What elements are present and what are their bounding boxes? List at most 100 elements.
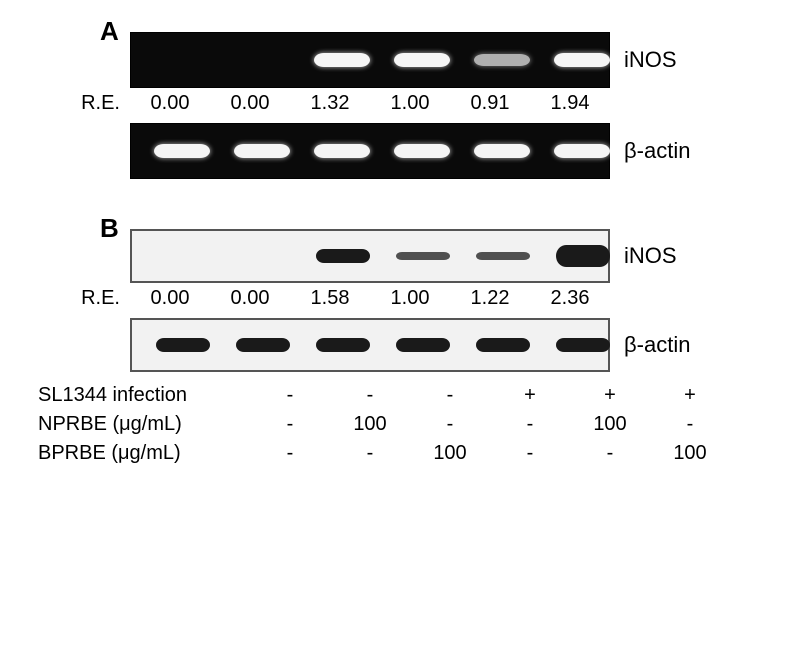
lane [471, 124, 533, 178]
panel-a-re-row: R.E. 0.000.001.321.000.911.94 [60, 92, 757, 115]
panel-b-actin-blot [130, 318, 610, 372]
condition-row: NPRBE (μg/mL)-100--100- [30, 413, 757, 436]
condition-cell: - [490, 413, 570, 436]
condition-cell: + [490, 384, 570, 407]
lane [552, 320, 614, 370]
condition-cell: - [250, 413, 330, 436]
lane [151, 33, 213, 87]
condition-cell: - [250, 442, 330, 465]
lane [392, 231, 454, 281]
blot-band [396, 338, 450, 352]
condition-label: NPRBE (μg/mL) [30, 413, 250, 436]
condition-cell: - [490, 442, 570, 465]
condition-cell: - [570, 442, 650, 465]
panel-a-inos-row: iNOS [30, 32, 757, 88]
panel-a-actin-row: β-actin [30, 123, 757, 179]
lane [472, 320, 534, 370]
condition-label: BPRBE (μg/mL) [30, 442, 250, 465]
lane [392, 320, 454, 370]
gel-band [154, 144, 210, 158]
panel-b: B iNOS R.E. 0.000.001.581.001.222.36 β-a… [30, 217, 757, 372]
re-value: 0.00 [130, 92, 210, 115]
panel-b-re-row: R.E. 0.000.001.581.001.222.36 [60, 287, 757, 310]
re-value: 0.00 [210, 92, 290, 115]
blot-band [556, 338, 610, 352]
condition-cell: 100 [650, 442, 730, 465]
gel-band [314, 53, 370, 67]
lane [551, 33, 613, 87]
condition-cell: 100 [570, 413, 650, 436]
condition-cell: 100 [330, 413, 410, 436]
re-value: 0.00 [130, 287, 210, 310]
condition-cell: + [570, 384, 650, 407]
lane [152, 320, 214, 370]
gel-band [234, 144, 290, 158]
conditions-table: SL1344 infection---+++NPRBE (μg/mL)-100-… [30, 384, 757, 465]
re-value: 0.00 [210, 287, 290, 310]
condition-cell: - [330, 442, 410, 465]
gel-band [474, 54, 530, 66]
lane [472, 231, 534, 281]
re-value: 1.00 [370, 287, 450, 310]
condition-label: SL1344 infection [30, 384, 250, 407]
condition-cell: - [410, 413, 490, 436]
lane [312, 231, 374, 281]
re-value: 1.22 [450, 287, 530, 310]
blot-band [316, 338, 370, 352]
panel-b-re-values: 0.000.001.581.001.222.36 [130, 287, 610, 310]
panel-b-inos-label: iNOS [624, 243, 677, 269]
gel-band [474, 144, 530, 158]
panel-a-inos-label: iNOS [624, 47, 677, 73]
condition-cell: + [650, 384, 730, 407]
panel-a: A iNOS R.E. 0.000.001.321.000.911.94 β-a… [30, 20, 757, 179]
panel-a-inos-gel [130, 32, 610, 88]
condition-cell: - [250, 384, 330, 407]
lane [312, 320, 374, 370]
panel-b-inos-blot [130, 229, 610, 283]
panel-b-re-label: R.E. [60, 287, 130, 310]
lane [232, 320, 294, 370]
blot-band [476, 252, 530, 260]
re-value: 1.00 [370, 92, 450, 115]
lane [152, 231, 214, 281]
lane [311, 124, 373, 178]
panel-b-actin-row: β-actin [30, 318, 757, 372]
condition-cell: 100 [410, 442, 490, 465]
lane [231, 124, 293, 178]
blot-band [236, 338, 290, 352]
re-value: 2.36 [530, 287, 610, 310]
gel-band [314, 144, 370, 158]
lane [391, 124, 453, 178]
panel-a-re-values: 0.000.001.321.000.911.94 [130, 92, 610, 115]
blot-band [556, 245, 610, 267]
lane [151, 124, 213, 178]
lane [311, 33, 373, 87]
re-value: 1.94 [530, 92, 610, 115]
panel-b-inos-row: iNOS [30, 229, 757, 283]
panel-a-label: A [100, 16, 119, 47]
panel-b-actin-label: β-actin [624, 332, 690, 358]
re-value: 1.32 [290, 92, 370, 115]
condition-cell: - [410, 384, 490, 407]
panel-a-actin-gel [130, 123, 610, 179]
panel-a-actin-label: β-actin [624, 138, 690, 164]
lane [551, 124, 613, 178]
lane [391, 33, 453, 87]
panel-a-re-label: R.E. [60, 92, 130, 115]
blot-band [156, 338, 210, 352]
lane [552, 231, 614, 281]
lane [471, 33, 533, 87]
lane [231, 33, 293, 87]
panel-b-label: B [100, 213, 119, 244]
condition-cell: - [650, 413, 730, 436]
re-value: 0.91 [450, 92, 530, 115]
gel-band [554, 53, 610, 67]
condition-cell: - [330, 384, 410, 407]
blot-band [316, 249, 370, 263]
condition-row: BPRBE (μg/mL)--100--100 [30, 442, 757, 465]
blot-band [476, 338, 530, 352]
lane [232, 231, 294, 281]
gel-band [394, 144, 450, 158]
blot-band [396, 252, 450, 260]
gel-band [554, 144, 610, 158]
